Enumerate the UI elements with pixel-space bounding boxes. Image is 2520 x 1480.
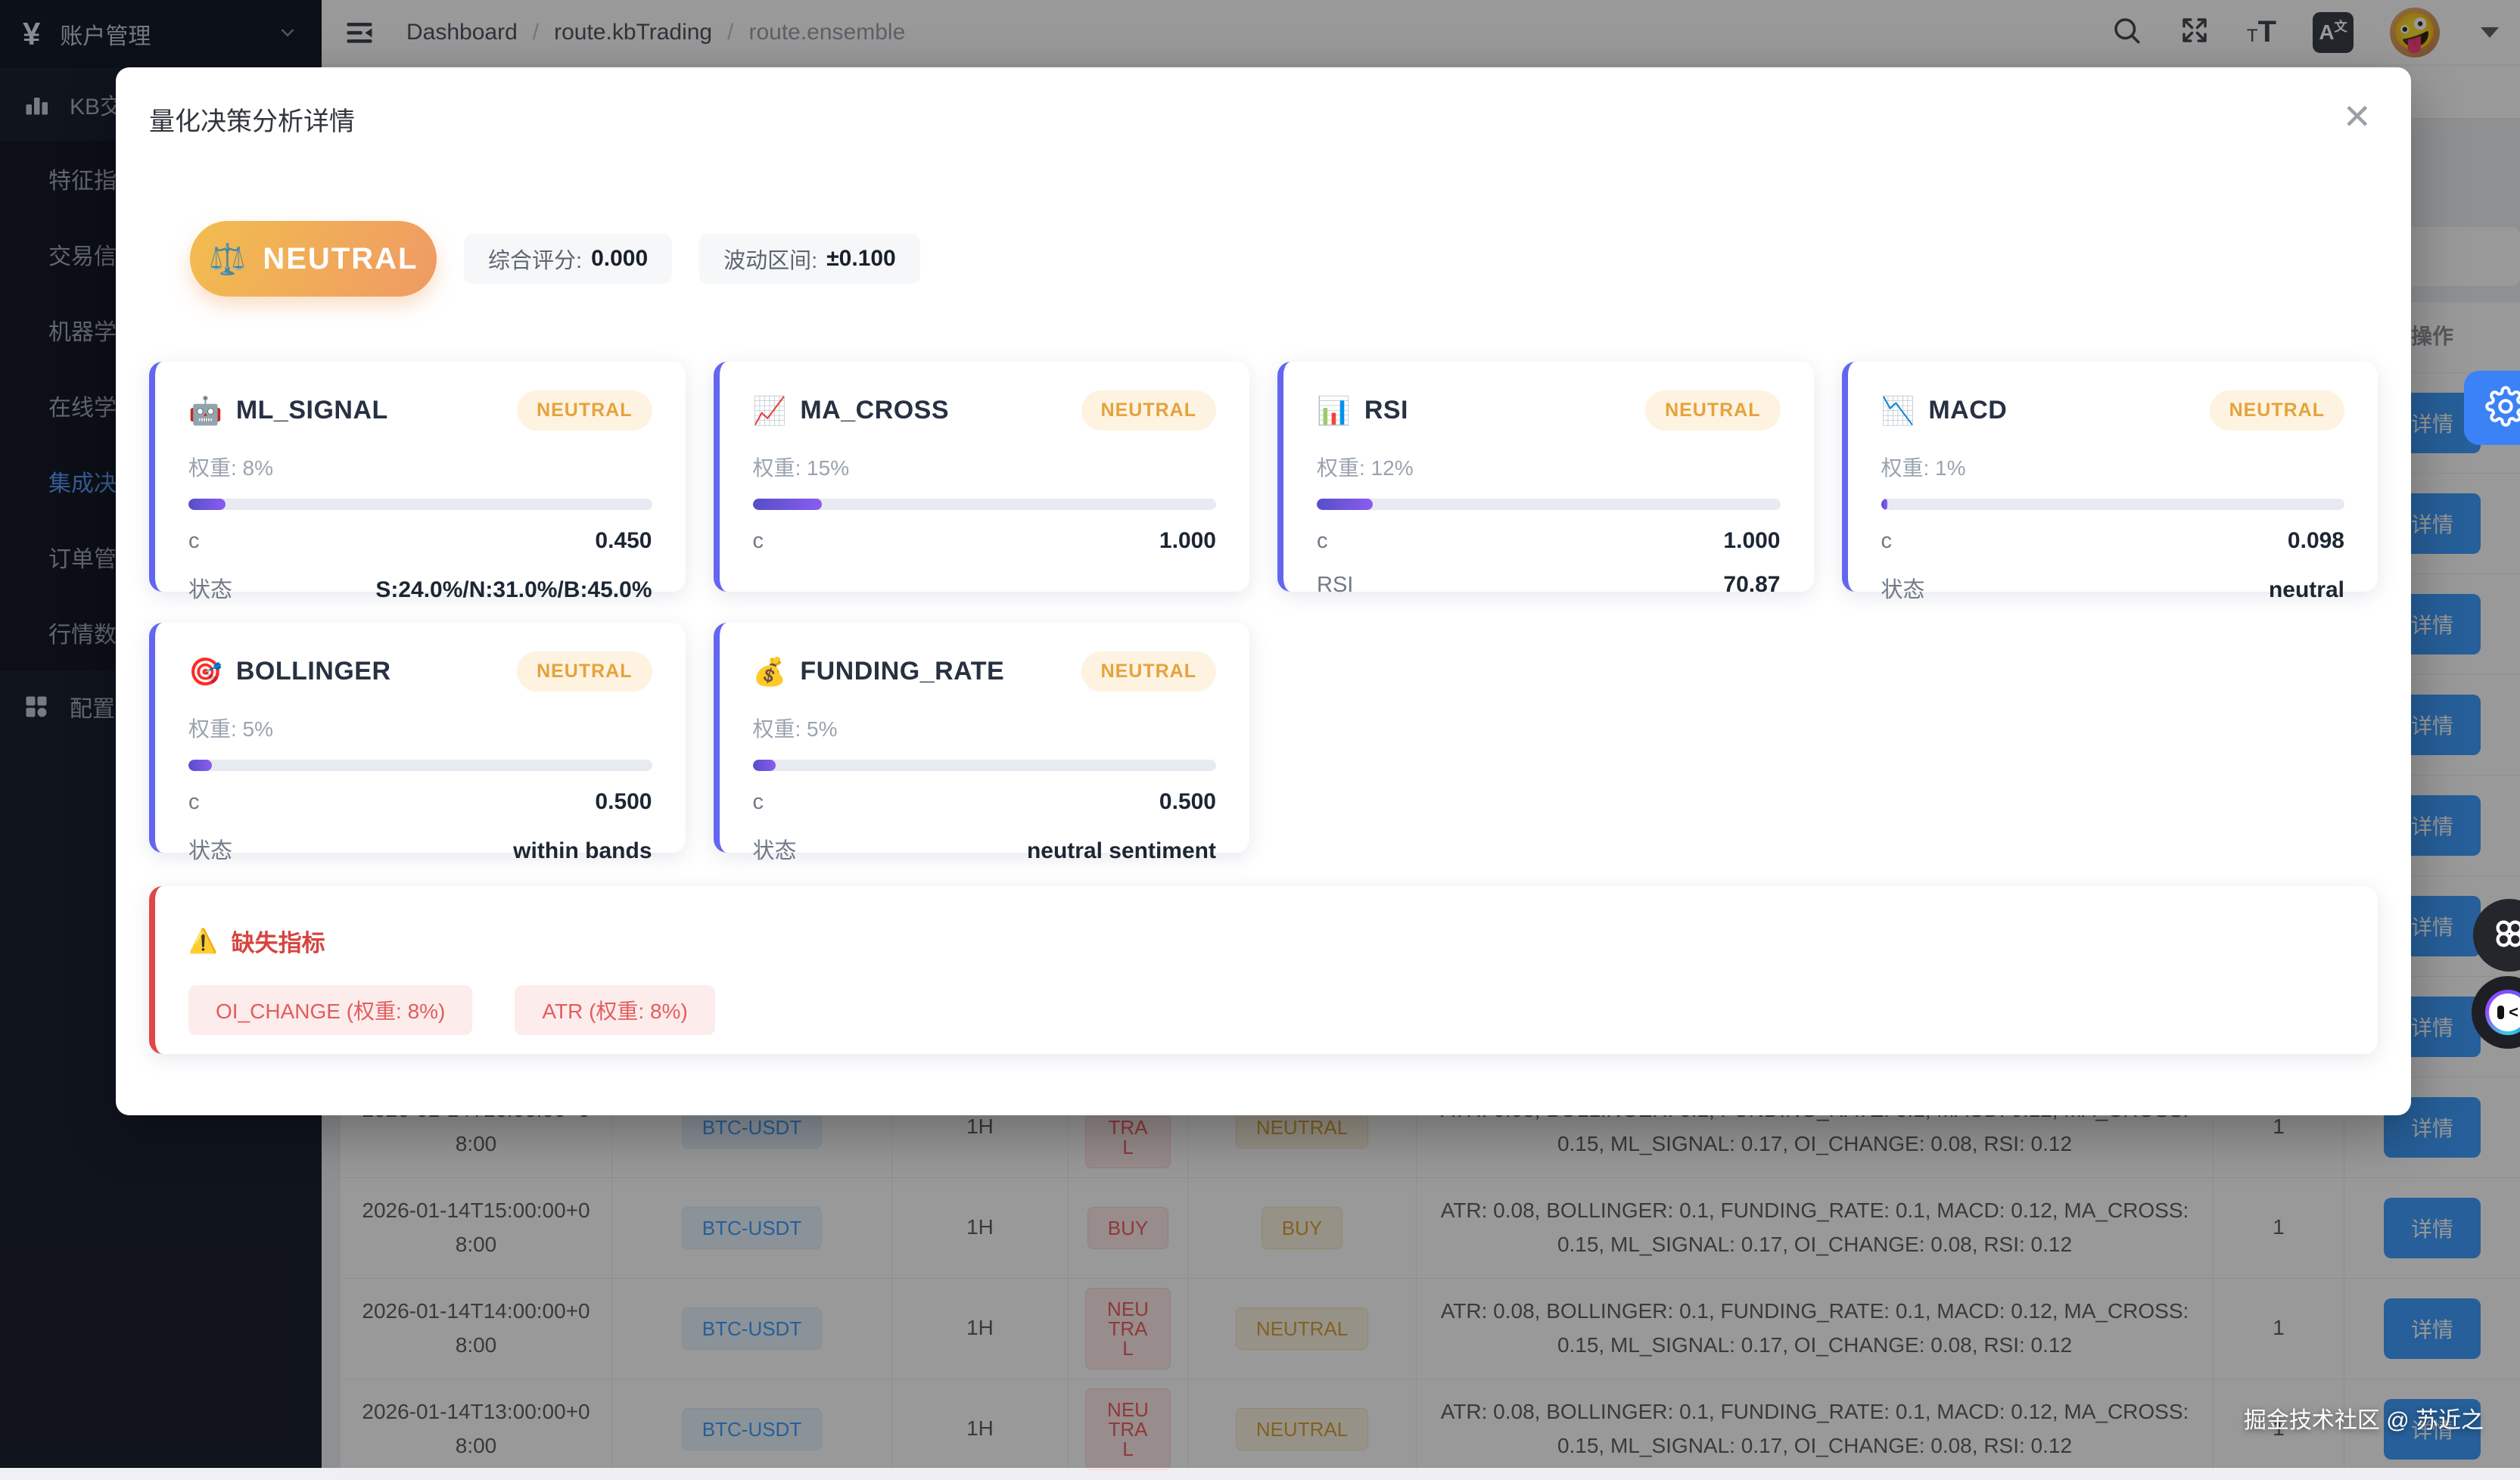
weight-label: 权重: 1%: [1881, 452, 2345, 482]
missing-tag-oi-change: OI_CHANGE (权重: 8%): [188, 985, 472, 1035]
money-bag-icon: 💰: [753, 656, 787, 688]
bar-chart-icon: 📊: [1317, 395, 1351, 427]
clover-icon: [2492, 916, 2520, 955]
target-icon: 🎯: [188, 656, 222, 688]
modal-title: 量化决策分析详情: [149, 67, 2378, 138]
status-badge: NEUTRAL: [1081, 651, 1216, 692]
status-badge: NEUTRAL: [1645, 390, 1780, 431]
range-chip: 波动区间:±0.100: [699, 234, 920, 284]
warning-icon: ⚠️: [188, 927, 218, 955]
missing-indicators-card: ⚠️ 缺失指标 OI_CHANGE (权重: 8%) ATR (权重: 8%): [149, 886, 2378, 1054]
weight-label: 权重: 8%: [188, 452, 652, 482]
chart-down-icon: 📉: [1881, 395, 1915, 427]
weight-label: 权重: 5%: [188, 713, 652, 743]
score-chip: 综合评分:0.000: [464, 234, 672, 284]
overall-signal-badge: ⚖️ NEUTRAL: [190, 221, 437, 297]
weight-label: 权重: 5%: [753, 713, 1217, 743]
status-badge: NEUTRAL: [517, 390, 652, 431]
missing-tag-atr: ATR (权重: 8%): [515, 985, 714, 1035]
missing-indicators-title: 缺失指标: [232, 924, 325, 958]
close-icon[interactable]: ✕: [2342, 99, 2372, 134]
scales-icon: ⚖️: [209, 241, 248, 277]
weight-label: 权重: 12%: [1317, 452, 1781, 482]
status-badge: NEUTRAL: [517, 651, 652, 692]
weight-progress: [188, 499, 652, 510]
overall-signal-label: NEUTRAL: [263, 242, 418, 276]
status-badge: NEUTRAL: [2210, 390, 2344, 431]
weight-progress: [753, 760, 1217, 771]
chart-up-icon: 📈: [753, 395, 787, 427]
weight-label: 权重: 15%: [753, 452, 1217, 482]
weight-progress: [1881, 499, 2345, 510]
analysis-modal: 量化决策分析详情 ✕ ⚖️ NEUTRAL 综合评分:0.000 波动区间:±0…: [116, 67, 2411, 1115]
robot-assistant-icon: <: [2485, 990, 2520, 1035]
status-badge: NEUTRAL: [1081, 390, 1216, 431]
settings-fab[interactable]: [2464, 371, 2520, 445]
watermark: 掘金技术社区 @ 苏近之: [2244, 1401, 2484, 1435]
gear-icon: [2485, 386, 2520, 431]
summary-row: ⚖️ NEUTRAL 综合评分:0.000 波动区间:±0.100: [190, 221, 2378, 297]
weight-progress: [753, 499, 1217, 510]
robot-icon: 🤖: [188, 395, 222, 427]
weight-progress: [188, 760, 652, 771]
weight-progress: [1317, 499, 1781, 510]
